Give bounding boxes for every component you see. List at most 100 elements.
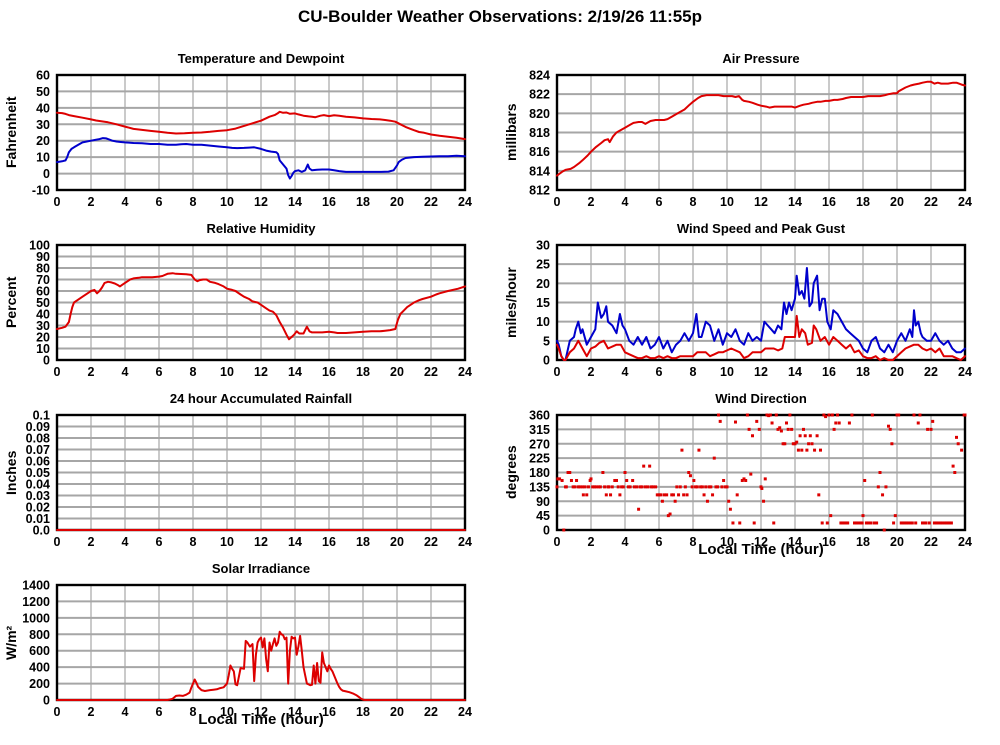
x-tick-label: 6 (156, 705, 163, 719)
x-tick-label: 6 (656, 365, 663, 379)
y-tick-label: 100 (29, 239, 50, 253)
x-tick-label: 0 (554, 535, 561, 549)
peak-gust-line (556, 267, 966, 361)
chart-wind-direction: Wind Direction degrees 0 2 4 6 8 10 12 14 16 18 20… (500, 391, 980, 571)
x-tick-label: 22 (424, 195, 438, 209)
y-tick-label: 20 (536, 277, 550, 291)
y-tick-label: 10 (36, 151, 50, 165)
y-tick-label: 0 (543, 524, 550, 538)
y-tick-label: 0.06 (26, 455, 50, 469)
x-tick-label: 10 (220, 535, 234, 549)
x-tick-label: 20 (390, 195, 404, 209)
y-tick-label: 0.1 (33, 409, 50, 423)
x-tick-label: 14 (788, 535, 802, 549)
x-tick-label: 8 (190, 195, 197, 209)
x-tick-label: 16 (822, 365, 836, 379)
x-tick-label: 4 (122, 705, 129, 719)
x-tick-label: 20 (890, 535, 904, 549)
x-tick-label: 2 (588, 535, 595, 549)
plot-border (555, 243, 967, 362)
x-tick-label: 0 (554, 195, 561, 209)
x-tick-label: 22 (424, 535, 438, 549)
x-tick-label: 14 (788, 365, 802, 379)
y-tick-label: 0.03 (26, 489, 50, 503)
x-tick-label: 18 (856, 195, 870, 209)
x-tick-label: 6 (156, 195, 163, 209)
chart-title: Wind Direction (715, 391, 807, 406)
x-tick-label: 6 (156, 535, 163, 549)
x-tick-label: 4 (622, 535, 629, 549)
x-tick-label: 2 (588, 365, 595, 379)
x-axis-label: Local Time (hour) (698, 541, 824, 558)
y-tick-label: 225 (529, 452, 550, 466)
y-tick-label: 0 (43, 167, 50, 181)
plot-area: 0 2 4 6 8 10 12 14 16 18 20 22 240.00.010.020.030.04… (26, 409, 472, 550)
y-tick-label: 1000 (22, 611, 50, 625)
y-tick-label: 0 (43, 694, 50, 708)
x-tick-label: 12 (254, 365, 268, 379)
y-tick-label: 822 (529, 88, 550, 102)
x-tick-label: 10 (220, 705, 234, 719)
plot-area: 0 2 4 6 8 10 12 14 16 18 20 22 240102030405060708090… (29, 239, 472, 380)
dewpoint-line (56, 137, 466, 180)
x-tick-label: 8 (690, 365, 697, 379)
y-tick-label: 20 (36, 134, 50, 148)
plot-border (555, 73, 967, 192)
x-tick-label: 20 (890, 365, 904, 379)
y-tick-label: 135 (529, 480, 550, 494)
y-tick-label: 60 (36, 285, 50, 299)
y-tick-label: 200 (29, 677, 50, 691)
x-tick-label: 8 (190, 705, 197, 719)
x-tick-label: 22 (924, 195, 938, 209)
x-tick-label: 8 (190, 535, 197, 549)
chart-solar-irradiance: Solar Irradiance W/m² 0 2 4 6 8 10 12 14 16 18 20 2… (0, 561, 480, 745)
y-tick-label: -10 (32, 184, 50, 198)
x-tick-label: 10 (220, 365, 234, 379)
y-tick-label: 10 (36, 342, 50, 356)
x-tick-label: 14 (288, 195, 302, 209)
y-tick-label: 0 (43, 354, 50, 368)
x-tick-label: 16 (822, 195, 836, 209)
y-tick-label: 820 (529, 107, 550, 121)
x-tick-label: 14 (288, 535, 302, 549)
plot-border (55, 583, 467, 702)
y-tick-label: 0.07 (26, 443, 50, 457)
x-tick-label: 24 (958, 195, 972, 209)
wind-direction-points (555, 413, 967, 532)
y-tick-label: 45 (536, 509, 550, 523)
humidity-line (56, 272, 466, 341)
y-tick-label: 816 (529, 145, 550, 159)
x-tick-label: 18 (356, 535, 370, 549)
y-tick-label: 80 (36, 262, 50, 276)
x-tick-label: 6 (156, 365, 163, 379)
y-tick-label: 270 (529, 437, 550, 451)
x-tick-label: 22 (924, 365, 938, 379)
x-tick-label: 4 (122, 195, 129, 209)
y-tick-label: 180 (529, 466, 550, 480)
x-tick-label: 12 (754, 195, 768, 209)
plot-border (555, 413, 967, 532)
y-tick-label: 50 (36, 85, 50, 99)
x-tick-label: 4 (622, 195, 629, 209)
x-tick-label: 24 (458, 705, 472, 719)
x-tick-label: 0 (54, 535, 61, 549)
x-tick-label: 0 (54, 365, 61, 379)
x-tick-label: 16 (822, 535, 836, 549)
x-tick-label: 24 (458, 195, 472, 209)
plot-border (55, 73, 467, 192)
x-tick-label: 22 (924, 535, 938, 549)
x-tick-label: 10 (720, 365, 734, 379)
y-tick-label: 70 (36, 273, 50, 287)
x-tick-label: 2 (88, 535, 95, 549)
x-tick-label: 20 (390, 705, 404, 719)
y-tick-label: 0.0 (33, 524, 50, 538)
x-tick-label: 2 (88, 195, 95, 209)
y-tick-label: 824 (529, 69, 550, 83)
plot-area: 0 2 4 6 8 10 12 14 16 18 20 22 240459013518022527031… (529, 409, 972, 550)
x-tick-label: 0 (554, 365, 561, 379)
x-tick-label: 20 (390, 365, 404, 379)
x-tick-label: 12 (254, 705, 268, 719)
